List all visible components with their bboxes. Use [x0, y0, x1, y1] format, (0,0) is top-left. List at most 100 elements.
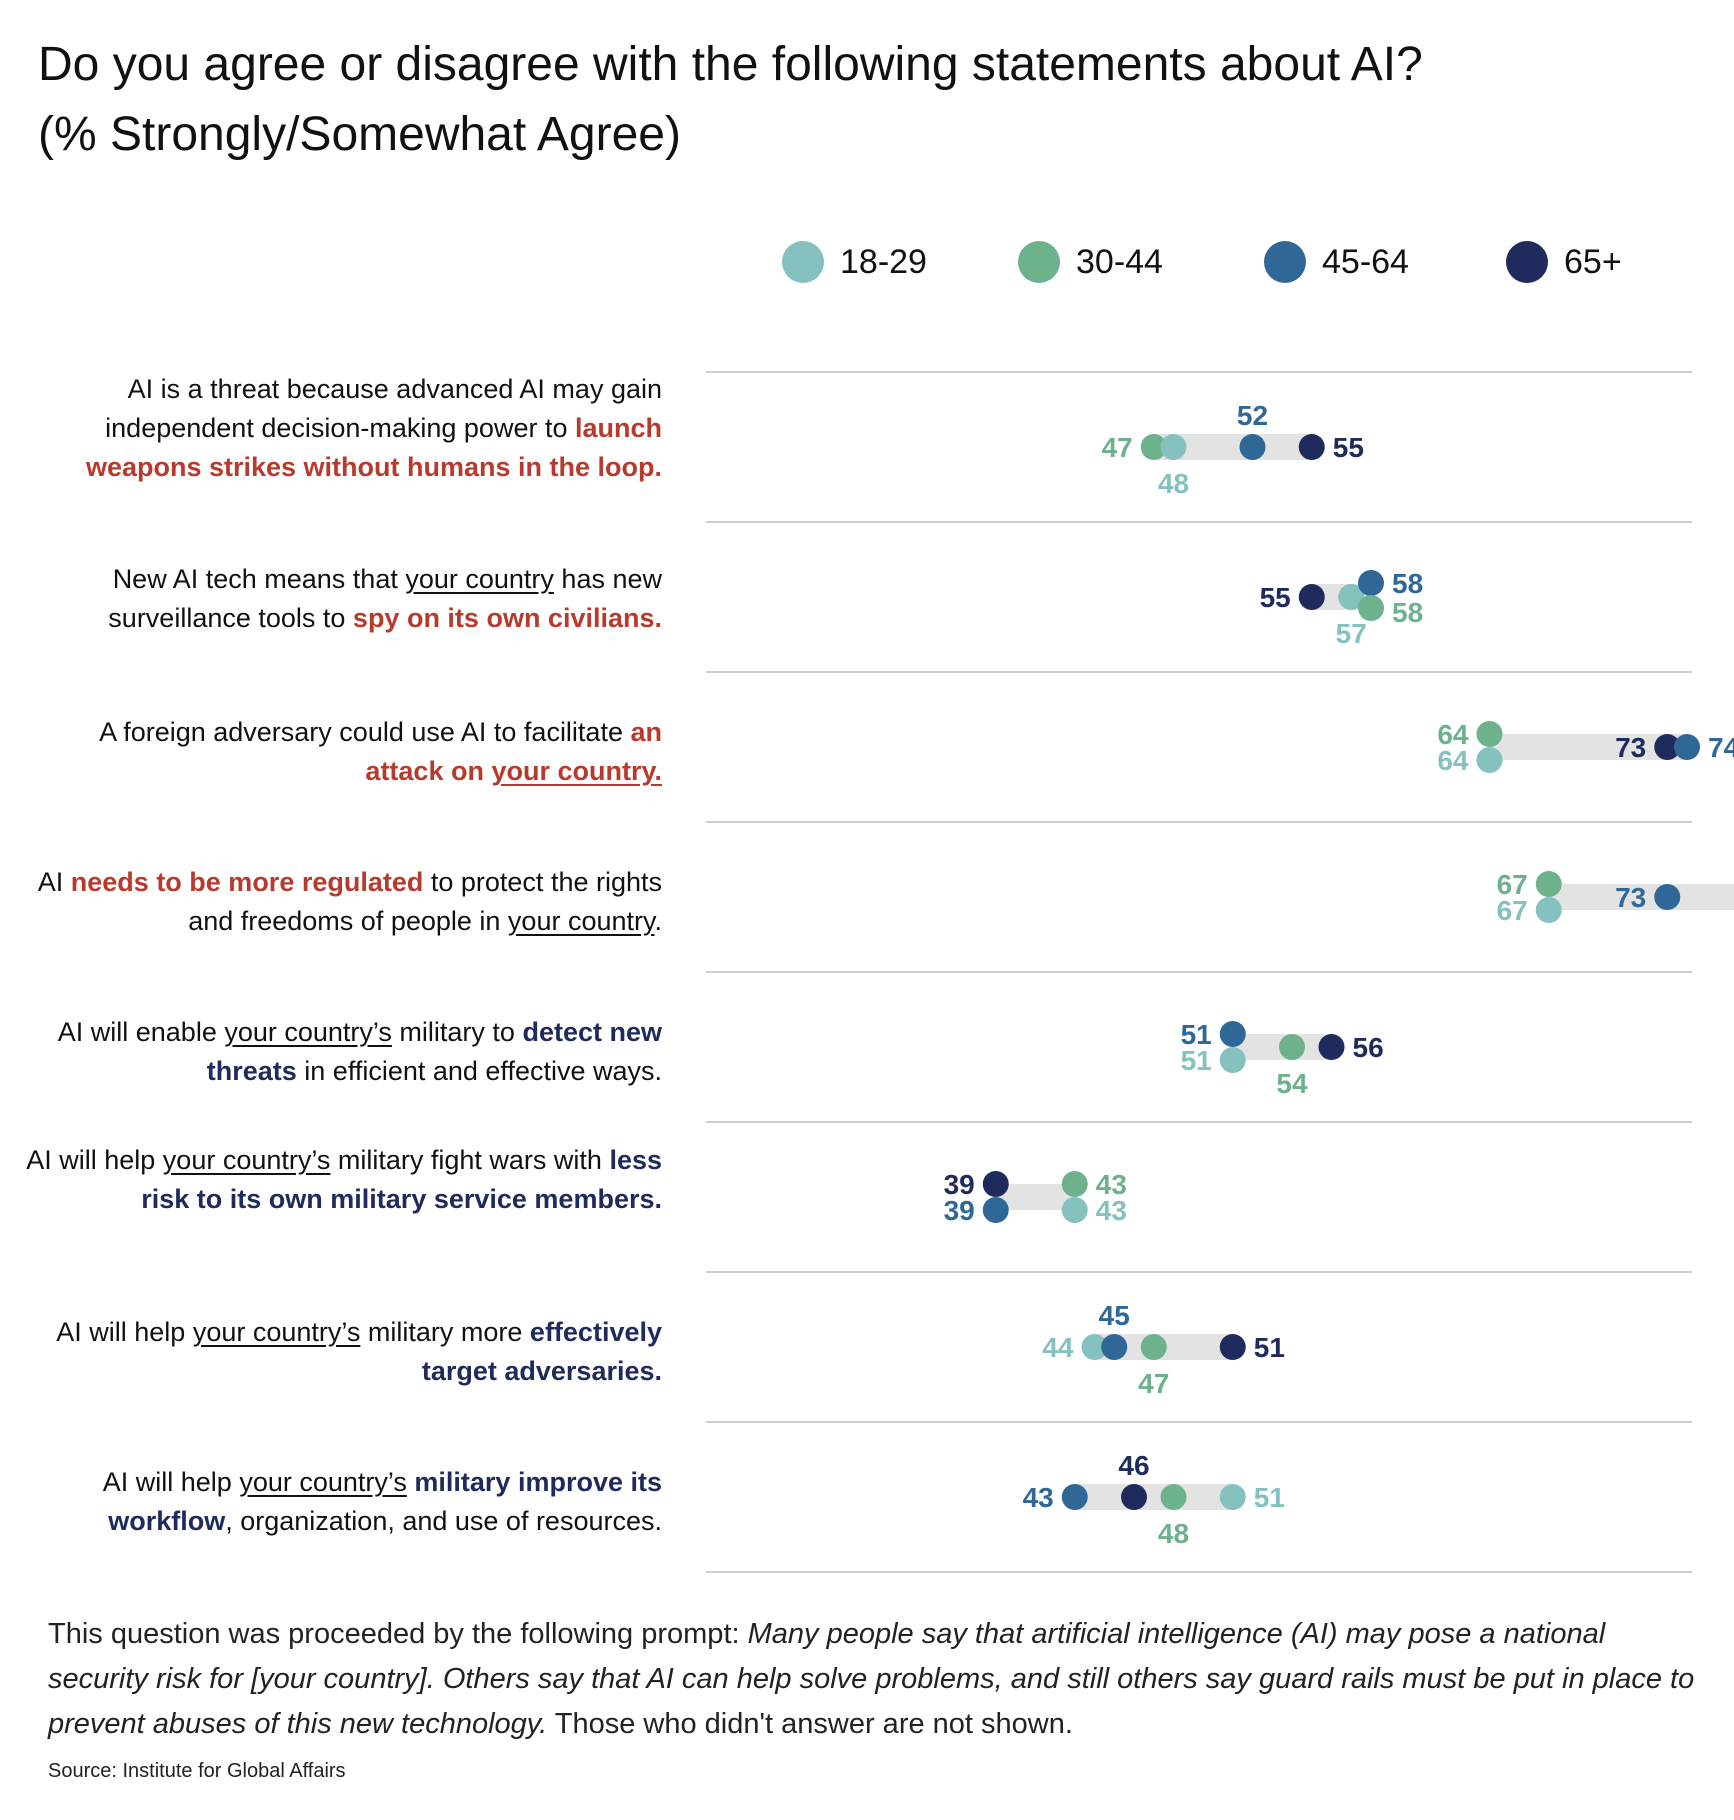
dot-65-plus [982, 1171, 1009, 1197]
source-credit: Source: Institute for Global Affairs [48, 1760, 346, 1782]
chart-title: Do you agree or disagree with the follow… [38, 30, 1423, 170]
footnote-intro: This question was proceeded by the follo… [48, 1618, 748, 1650]
data-label-18-29: 64 [1437, 745, 1469, 776]
data-label-30-44: 64 [1437, 719, 1469, 750]
dot-45-64 [982, 1197, 1009, 1223]
statement-segment: AI will help [26, 1145, 163, 1175]
statement-label: AI needs to be more regulated to protect… [22, 863, 662, 941]
dot-65-plus [1121, 1484, 1147, 1510]
dot-45-64 [1061, 1484, 1088, 1510]
legend-item-45-64: 45-64 [1264, 232, 1409, 292]
statement-label: New AI tech means that your country has … [22, 560, 662, 638]
footnote-outro: Those who didn't answer are not shown. [547, 1708, 1073, 1740]
dot-30-44 [1476, 721, 1503, 747]
dot-18-29 [1219, 1484, 1246, 1510]
statement-label: AI will help your country’s military fig… [22, 1141, 662, 1219]
dot-45-64 [1358, 570, 1384, 596]
legend-item-65-plus: 65+ [1506, 232, 1622, 292]
statement-segment: military improve its workflow [108, 1467, 662, 1536]
data-label-18-29: 67 [1497, 895, 1528, 926]
dot-30-44 [1279, 1034, 1305, 1060]
dot-range-chart: 4748525555575858646473746767737851515456… [706, 371, 1734, 1573]
dot-30-44 [1061, 1171, 1088, 1197]
data-label-65-plus: 55 [1333, 432, 1364, 463]
dot-18-29 [1160, 434, 1187, 460]
chart-title-line-2: (% Strongly/Somewhat Agree) [38, 108, 681, 161]
statement-segment: in efficient and effective ways. [296, 1056, 662, 1086]
data-label-18-29: 43 [1096, 1195, 1127, 1226]
statement-segment: your country’s [239, 1467, 407, 1497]
dot-18-29 [1476, 747, 1503, 773]
data-label-18-29: 57 [1336, 618, 1367, 649]
data-label-45-64: 45 [1099, 1300, 1130, 1331]
legend-swatch-65-plus [1506, 241, 1548, 283]
dot-65-plus [1298, 434, 1325, 460]
statement-segment: military more [360, 1317, 530, 1347]
dot-45-64 [1219, 1021, 1246, 1047]
statement-label: AI will help your country’s military mor… [22, 1313, 662, 1391]
dot-18-29 [1535, 897, 1562, 923]
data-label-30-44: 47 [1138, 1368, 1169, 1399]
data-label-18-29: 51 [1181, 1045, 1212, 1076]
dot-30-44 [1140, 1334, 1167, 1360]
statement-label: AI will enable your country’s military t… [22, 1013, 662, 1091]
statement-segment: AI will enable [57, 1017, 225, 1047]
legend-swatch-30-44 [1018, 241, 1060, 283]
dot-18-29 [1219, 1047, 1246, 1073]
statement-segment: military fight wars with [330, 1145, 610, 1175]
statement-segment: your country’s [224, 1017, 392, 1047]
data-label-30-44: 43 [1096, 1169, 1127, 1200]
dot-45-64 [1674, 734, 1700, 760]
legend: 18-29 30-44 45-64 65+ [770, 232, 1730, 292]
legend-label-45-64: 45-64 [1322, 242, 1409, 281]
statement-label: A foreign adversary could use AI to faci… [22, 713, 662, 791]
data-label-65-plus: 56 [1353, 1032, 1384, 1063]
dot-18-29 [1338, 584, 1365, 610]
statement-segment: your country [507, 906, 655, 936]
data-label-65-plus: 46 [1118, 1450, 1149, 1481]
statement-segment: AI [37, 867, 71, 897]
data-label-45-64: 39 [944, 1195, 975, 1226]
range-bar [1548, 884, 1734, 910]
data-label-65-plus: 55 [1260, 582, 1291, 613]
range-bar [995, 1184, 1075, 1210]
statement-segment: an attack on [365, 717, 662, 786]
data-label-65-plus: 51 [1254, 1332, 1285, 1363]
statement-segment: AI will help [102, 1467, 240, 1497]
statement-segment: spy on its own civilians. [352, 603, 662, 633]
dot-18-29 [1081, 1334, 1108, 1360]
data-label-30-44: 67 [1497, 869, 1528, 900]
dot-65-plus [1219, 1334, 1246, 1360]
data-label-65-plus: 39 [944, 1169, 975, 1200]
statement-segment: to protect the rights and freedoms of pe… [188, 867, 662, 936]
statement-segment: AI will help [56, 1317, 193, 1347]
dot-45-64 [1101, 1334, 1128, 1360]
statement-segment: your country’s [162, 1145, 331, 1175]
dot-45-64 [1239, 434, 1266, 460]
statement-segment: AI is a threat because advanced AI may g… [105, 374, 662, 443]
statement-segment: your country’s [192, 1317, 361, 1347]
footnote: This question was proceeded by the follo… [48, 1612, 1698, 1747]
footnote-prompt: Many people say that artificial intellig… [48, 1618, 1695, 1740]
legend-swatch-45-64 [1264, 241, 1306, 283]
dot-30-44 [1140, 434, 1167, 460]
statement-segment: needs to be more regulated [70, 867, 424, 897]
data-label-30-44: 47 [1102, 432, 1133, 463]
statement-label: AI will help your country’s military imp… [22, 1463, 662, 1541]
dot-65-plus [1654, 734, 1681, 760]
legend-label-18-29: 18-29 [840, 242, 927, 281]
statement-segment: military to [391, 1017, 523, 1047]
data-label-45-64: 43 [1023, 1482, 1054, 1513]
statement-segment: has new surveillance tools to [108, 564, 662, 633]
data-label-18-29: 51 [1254, 1482, 1285, 1513]
statement-segment: . [654, 906, 662, 936]
dot-65-plus [1298, 584, 1325, 610]
statement-segment: , organization, and use of resources. [225, 1506, 662, 1536]
data-label-45-64: 51 [1181, 1019, 1212, 1050]
statement-segment: your country. [491, 756, 662, 786]
dot-30-44 [1358, 595, 1384, 621]
range-bar [1074, 1484, 1233, 1510]
dot-65-plus [1318, 1034, 1345, 1060]
data-label-18-29: 48 [1158, 468, 1189, 499]
legend-label-65-plus: 65+ [1564, 242, 1622, 281]
